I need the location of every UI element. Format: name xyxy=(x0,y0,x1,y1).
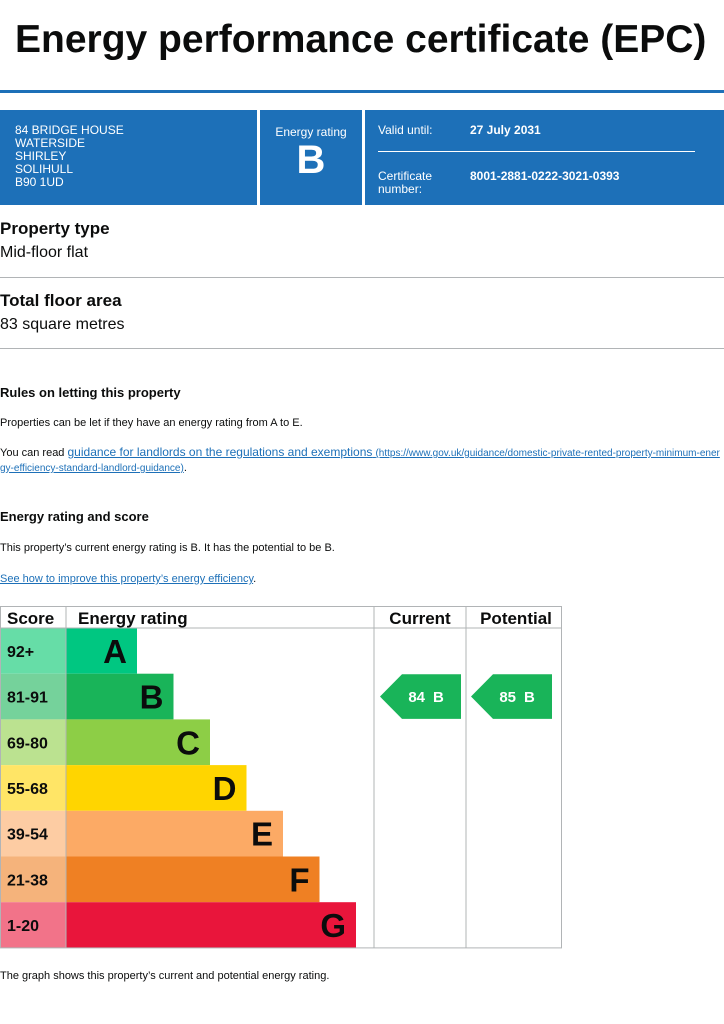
band-score: 1-20 xyxy=(7,918,39,935)
band-bar xyxy=(66,856,320,903)
address: 84 BRIDGE HOUSE WATERSIDE SHIRLEY SOLIHU… xyxy=(15,124,124,189)
band-letter: E xyxy=(251,816,273,853)
band-letter: C xyxy=(176,724,200,761)
valid-label: Valid until: xyxy=(378,123,433,137)
address-line: WATERSIDE xyxy=(15,136,86,150)
separator xyxy=(0,277,724,278)
column-header: Current xyxy=(389,609,451,628)
score-cell xyxy=(0,902,66,948)
band-letter: G xyxy=(320,907,346,944)
paragraph: This property’s current energy rating is… xyxy=(0,542,335,554)
band-score: 21-38 xyxy=(7,872,48,889)
potential-score: 85 xyxy=(499,689,516,706)
band-bar xyxy=(66,765,247,811)
divider xyxy=(378,151,695,152)
rating-label: Energy rating xyxy=(275,125,347,139)
rating-box: Energy rating B xyxy=(260,110,362,205)
separator xyxy=(0,348,724,349)
score-cell xyxy=(0,628,66,674)
paragraph: See how to improve this property’s energ… xyxy=(0,573,256,585)
address-box: 84 BRIDGE HOUSE WATERSIDE SHIRLEY SOLIHU… xyxy=(0,110,257,205)
band-letter: F xyxy=(289,861,309,898)
band-bar xyxy=(66,719,210,766)
heading: Energy rating and score xyxy=(0,509,149,524)
band-score: 39-54 xyxy=(7,827,48,844)
rule xyxy=(0,90,724,93)
band-bar xyxy=(66,810,283,857)
certificate-number: 8001-2881-0222-3021-0393 xyxy=(470,169,620,183)
link[interactable]: guidance for landlords on the regulation… xyxy=(0,445,720,474)
score-cell xyxy=(0,856,66,903)
column-header: Score xyxy=(7,609,54,628)
band-score: 55-68 xyxy=(7,781,48,798)
column-header: Potential xyxy=(480,609,552,628)
footnote: The graph shows this property’s current … xyxy=(0,970,330,982)
details-box: Valid until: 27 July 2031 Certificate nu… xyxy=(365,110,724,205)
score-cell xyxy=(0,719,66,766)
text: . xyxy=(183,462,187,474)
band-score: 69-80 xyxy=(7,735,48,752)
paragraph: Properties can be let if they have an en… xyxy=(0,417,303,429)
link-url[interactable]: (https://www.gov.uk/guidance/domestic-pr… xyxy=(0,448,720,474)
band-letter: D xyxy=(213,770,237,807)
heading: Total floor area xyxy=(0,291,122,310)
chart-border xyxy=(0,606,562,949)
value: 83 square metres xyxy=(0,316,125,333)
band-score: 92+ xyxy=(7,644,34,661)
score-cell xyxy=(0,765,66,811)
current-score: 84 xyxy=(408,689,425,706)
valid-until: 27 July 2031 xyxy=(470,123,541,137)
certificate-label: Certificate number: xyxy=(378,169,433,196)
score-cell xyxy=(0,673,66,720)
band-bar xyxy=(66,902,356,948)
band-score: 81-91 xyxy=(7,690,48,707)
band-letter: B xyxy=(140,679,164,716)
band-bar xyxy=(66,673,174,720)
column-header: Energy rating xyxy=(78,609,188,628)
rating-chart: Score Energy rating Current Potential 92+ A 81… xyxy=(0,606,562,949)
link-text[interactable]: guidance for landlords on the regulation… xyxy=(67,445,373,459)
address-line: SHIRLEY xyxy=(15,149,67,163)
heading: Rules on letting this property xyxy=(0,385,181,400)
current-letter: B xyxy=(433,689,444,706)
potential-arrow xyxy=(471,674,552,719)
value: Mid-floor flat xyxy=(0,244,89,261)
page-title: Energy performance certificate (EPC) xyxy=(15,18,707,61)
score-cell xyxy=(0,810,66,857)
rating: B xyxy=(296,138,326,182)
address-line: SOLIHULL xyxy=(15,162,74,176)
potential-letter: B xyxy=(524,689,535,706)
address-line: 84 BRIDGE HOUSE xyxy=(15,123,124,137)
paragraph: You can read guidance for landlords on t… xyxy=(0,445,724,476)
current-arrow xyxy=(380,674,461,719)
heading: Property type xyxy=(0,219,110,238)
band-letter: A xyxy=(103,633,127,670)
text: You can read xyxy=(0,447,65,459)
text: . xyxy=(253,573,257,585)
link[interactable]: See how to improve this property’s energ… xyxy=(0,573,254,585)
band-bar xyxy=(66,628,137,674)
address-line: B90 1UD xyxy=(15,175,64,189)
